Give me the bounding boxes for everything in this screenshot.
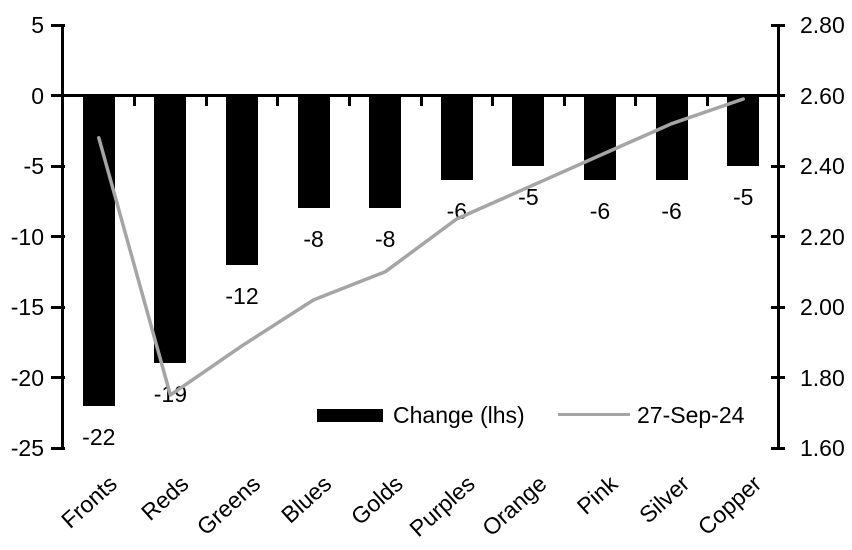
left-axis-tick — [51, 164, 65, 168]
right-axis-tick-label: 2.80 — [800, 12, 845, 38]
left-axis-tick — [51, 376, 65, 379]
left-axis-tick — [51, 94, 65, 97]
line-series-27-sep-24 — [97, 97, 745, 397]
right-axis-tick-label: 1.80 — [800, 364, 845, 391]
left-axis-tick — [51, 446, 65, 450]
x-category-label-greens: Greens — [191, 470, 265, 541]
bar-reds — [154, 95, 187, 364]
bar-orange — [512, 95, 545, 166]
bar-data-label: -8 — [303, 226, 324, 253]
left-axis-tick-label: 5 — [31, 12, 44, 38]
x-category-label-copper: Copper — [692, 470, 766, 541]
bar-fronts — [82, 95, 115, 406]
bar-pink — [584, 95, 616, 181]
bar-data-label: -12 — [225, 282, 259, 309]
x-axis-tick — [705, 95, 709, 106]
x-category-label-orange: Orange — [476, 470, 552, 541]
right-axis-tick-label: 2.00 — [800, 294, 845, 320]
legend-line-swatch — [558, 413, 630, 416]
left-axis-tick-label: -20 — [10, 364, 44, 391]
bar-data-label: -22 — [82, 423, 116, 450]
bar-blues — [297, 95, 330, 209]
x-category-label-fronts: Fronts — [55, 470, 122, 534]
x-category-label-blues: Blues — [276, 470, 337, 529]
right-axis-tick-label: 2.60 — [800, 82, 845, 109]
left-axis-tick — [51, 305, 65, 309]
x-category-label-silver: Silver — [634, 470, 695, 529]
bar-silver — [655, 95, 688, 181]
x-category-label-reds: Reds — [135, 470, 194, 526]
bar-purples — [440, 95, 473, 181]
left-axis-tick-label: 0 — [31, 82, 44, 109]
bar-data-label: -19 — [153, 381, 188, 408]
x-category-label-golds: Golds — [345, 470, 408, 530]
bar-copper — [727, 95, 760, 166]
bar-data-label: -5 — [732, 184, 754, 210]
x-axis-tick — [634, 95, 638, 106]
x-axis-tick — [133, 95, 137, 106]
x-category-label-purples: Purples — [404, 470, 480, 542]
bar-greens — [226, 95, 258, 265]
right-axis-tick — [771, 446, 785, 450]
bar-data-label: -6 — [446, 198, 468, 225]
left-axis-tick-label: -5 — [23, 153, 44, 179]
left-axis-tick — [51, 23, 65, 27]
x-axis-tick — [491, 95, 495, 106]
right-axis-tick-label: 2.20 — [800, 223, 845, 250]
right-axis-tick — [771, 235, 785, 238]
x-axis-tick — [276, 95, 280, 106]
x-axis-tick — [204, 95, 208, 106]
x-axis-tick — [347, 95, 351, 106]
legend-bar-swatch — [317, 409, 383, 422]
right-axis-tick — [771, 376, 785, 379]
legend-line-label: 27-Sep-24 — [637, 402, 745, 428]
right-axis-tick — [771, 305, 785, 309]
bar-data-label: -6 — [589, 198, 611, 225]
left-axis-tick — [51, 235, 65, 238]
right-axis-tick — [771, 164, 785, 168]
left-axis-tick-label: -25 — [10, 435, 44, 461]
bar-golds — [369, 95, 402, 209]
right-axis-tick — [771, 23, 785, 27]
right-axis-tick — [771, 94, 785, 97]
legend-bar-label: Change (lhs) — [393, 402, 525, 428]
right-axis-tick-label: 2.40 — [800, 153, 845, 179]
left-axis-tick-label: -10 — [10, 223, 44, 250]
bar-data-label: -5 — [518, 184, 539, 210]
bar-data-label: -6 — [661, 198, 682, 225]
bar-data-label: -8 — [374, 226, 396, 253]
x-axis-tick — [562, 95, 566, 106]
x-category-label-pink: Pink — [572, 470, 623, 520]
right-axis-tick-label: 1.60 — [800, 435, 845, 461]
x-axis-tick — [419, 95, 423, 106]
left-axis-tick-label: -15 — [10, 294, 44, 320]
